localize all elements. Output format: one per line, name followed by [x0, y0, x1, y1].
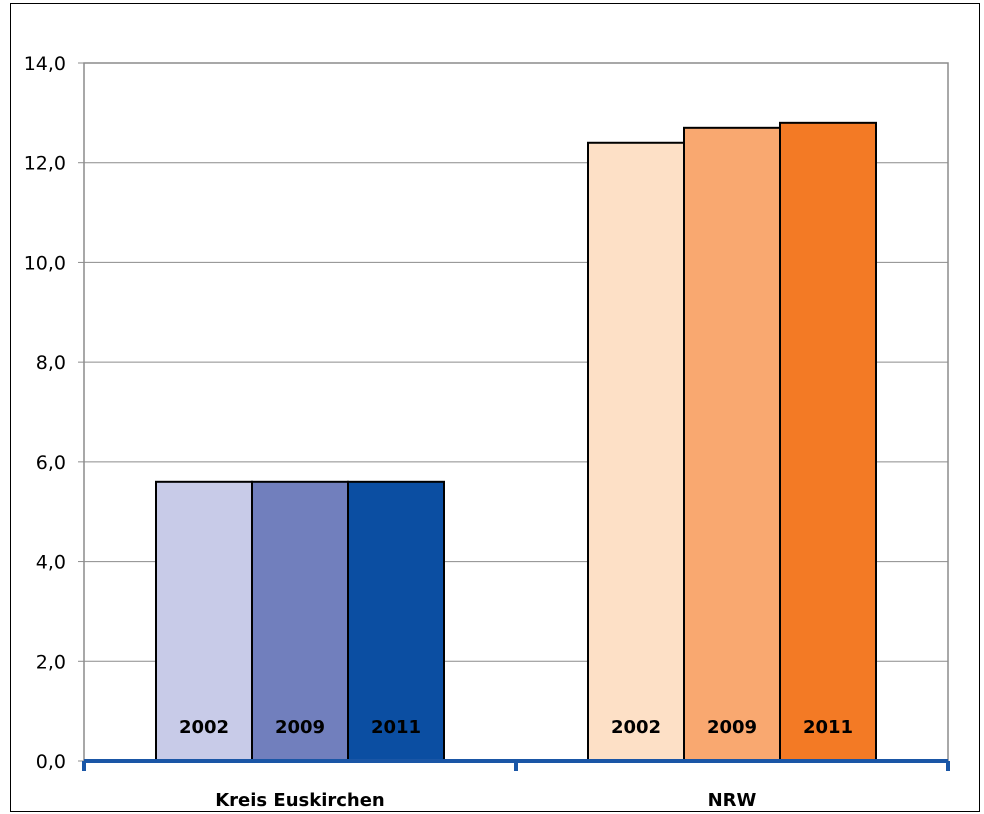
category-label: NRW: [708, 790, 757, 811]
category-labels: Kreis Euskirchen NRW: [215, 790, 756, 811]
bar-1-1: [683, 126, 781, 763]
y-tick-label: 12,0: [24, 153, 66, 175]
y-axis-ticks: 0,0 2,0 4,0 6,0 8,0 10,0 12,0 14,0: [24, 53, 84, 773]
y-tick-label: 8,0: [36, 352, 66, 374]
bar-0-0: [155, 480, 253, 762]
bar-0-1: [251, 480, 349, 762]
bar-label: 2002: [611, 717, 661, 738]
bar-label: 2002: [179, 717, 229, 738]
bar-label: 2011: [371, 717, 421, 738]
bar-labels: 2002 2009 2011 2002 2009 2011: [179, 717, 853, 738]
y-tick-label: 4,0: [36, 552, 66, 574]
y-tick-label: 0,0: [36, 751, 66, 773]
bars: [155, 121, 877, 763]
y-tick-label: 14,0: [24, 53, 66, 75]
bar-1-2: [779, 121, 877, 763]
x-axis: [82, 759, 950, 771]
bar-label: 2009: [707, 717, 757, 738]
bar-label: 2009: [275, 717, 325, 738]
bar-label: 2011: [803, 717, 853, 738]
y-tick-label: 10,0: [24, 252, 66, 274]
y-tick-label: 6,0: [36, 452, 66, 474]
category-label: Kreis Euskirchen: [215, 790, 385, 811]
y-tick-label: 2,0: [36, 651, 66, 673]
bar-1-0: [587, 141, 685, 762]
